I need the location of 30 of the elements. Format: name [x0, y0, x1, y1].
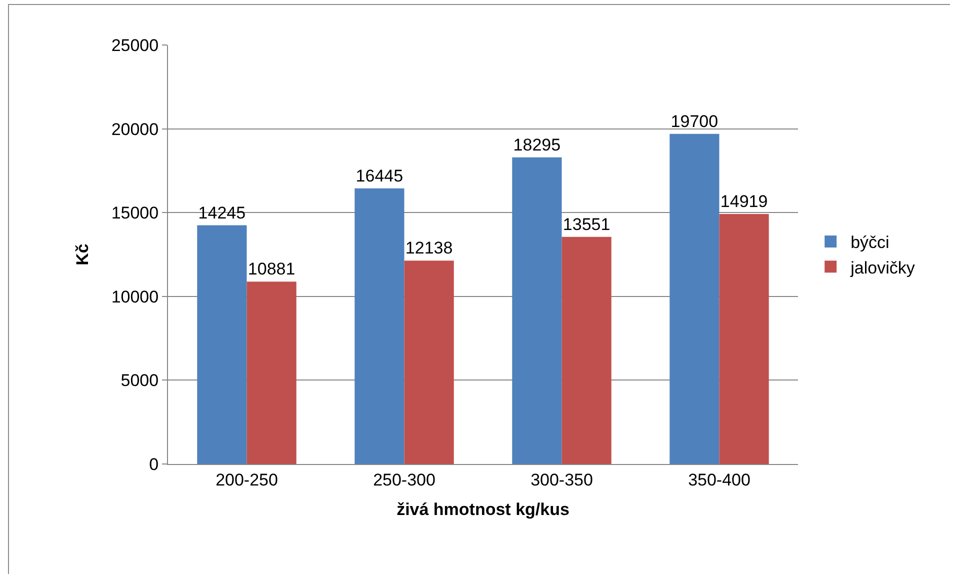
bar [512, 157, 562, 464]
y-tick-label: 15000 [111, 204, 159, 223]
x-tick-label: 200-250 [216, 470, 278, 490]
bar [246, 282, 296, 464]
data-label: 18295 [513, 135, 561, 154]
data-label: 12138 [405, 238, 453, 258]
y-tick-label: 5000 [120, 371, 159, 390]
data-label: 10881 [248, 260, 296, 279]
bar [404, 260, 454, 464]
bar [719, 214, 769, 464]
bar [354, 188, 404, 464]
x-axis-title: živá hmotnost kg/kus [396, 500, 570, 519]
y-tick-label: 10000 [111, 287, 159, 306]
y-tick-label: 0 [149, 454, 159, 474]
bar [197, 225, 247, 464]
y-axis-title: Kč [72, 244, 92, 266]
bar [670, 134, 720, 464]
data-label: 14245 [198, 203, 246, 222]
y-tick-label: 20000 [111, 120, 159, 139]
bar [562, 236, 612, 464]
data-label: 13551 [562, 214, 610, 234]
x-tick-label: 300-350 [530, 470, 593, 490]
data-label: 14919 [720, 192, 768, 211]
x-tick-label: 250-300 [373, 470, 436, 490]
legend-label: býčci [850, 233, 890, 252]
data-label: 16445 [356, 166, 404, 186]
y-tick-label: 25000 [111, 36, 159, 55]
x-tick-label: 350-400 [688, 470, 750, 490]
data-label: 19700 [670, 112, 718, 131]
legend-label: jalovičky [850, 258, 916, 278]
